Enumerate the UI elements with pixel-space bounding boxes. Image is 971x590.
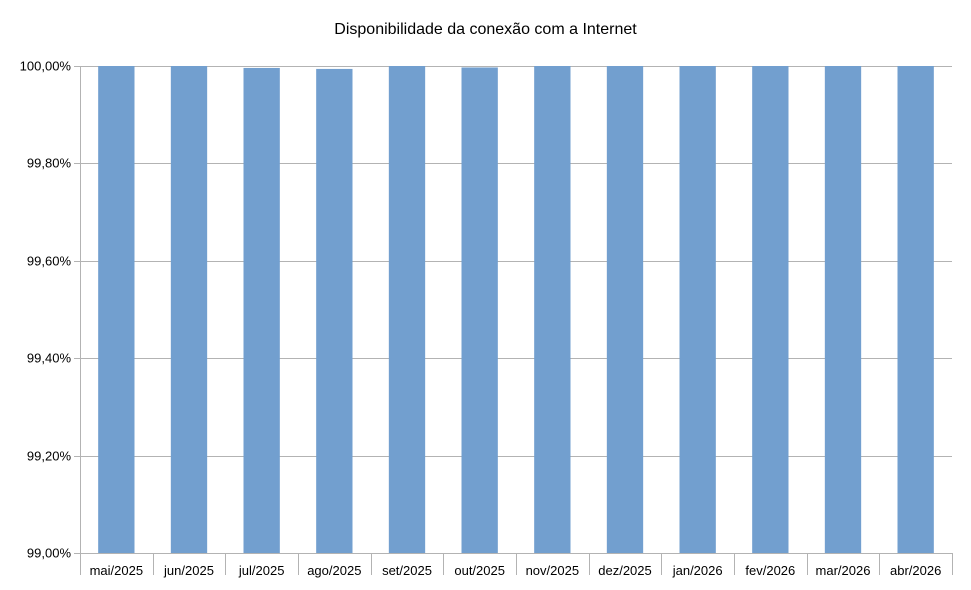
- y-tick-label: 99,80%: [27, 156, 72, 171]
- x-tick-label: jul/2025: [238, 563, 285, 578]
- x-tick-label: mar/2026: [816, 563, 871, 578]
- x-tick-label: mai/2025: [90, 563, 143, 578]
- bar: [897, 66, 934, 553]
- bar: [752, 66, 789, 553]
- grid-lines: [80, 66, 952, 554]
- x-tick-label: set/2025: [382, 563, 432, 578]
- x-tick-label: jan/2026: [672, 563, 723, 578]
- y-tick-label: 100,00%: [20, 59, 72, 74]
- bar: [316, 68, 353, 554]
- bar: [679, 66, 716, 553]
- x-tick-label: ago/2025: [307, 563, 361, 578]
- bar: [98, 66, 135, 553]
- x-tick-label: dez/2025: [598, 563, 652, 578]
- x-tick-label: jun/2025: [163, 563, 214, 578]
- bar: [461, 67, 498, 554]
- y-tick-label: 99,20%: [27, 449, 72, 464]
- x-tick-label: nov/2025: [526, 563, 580, 578]
- bar: [824, 66, 862, 553]
- bars: [98, 66, 934, 554]
- x-tick-label: fev/2026: [745, 563, 795, 578]
- chart-title: Disponibilidade da conexão com a Interne…: [334, 21, 637, 38]
- x-tick-labels: mai/2025 jun/2025 jul/2025 ago/2025 set/2025…: [90, 563, 942, 578]
- y-tick-label: 99,60%: [27, 254, 72, 269]
- x-tick-label: out/2025: [454, 563, 505, 578]
- bar: [170, 66, 208, 553]
- y-tick-label: 99,00%: [27, 546, 72, 561]
- x-tick-label: abr/2026: [890, 563, 941, 578]
- axes: [74, 66, 953, 575]
- bar: [534, 66, 571, 553]
- bar: [388, 66, 426, 553]
- y-tick-label: 99,40%: [27, 351, 72, 366]
- bar: [243, 67, 280, 553]
- y-tick-labels: 99,00% 99,20% 99,40% 99,60% 99,80% 100,00%: [20, 59, 72, 561]
- bar: [606, 66, 644, 553]
